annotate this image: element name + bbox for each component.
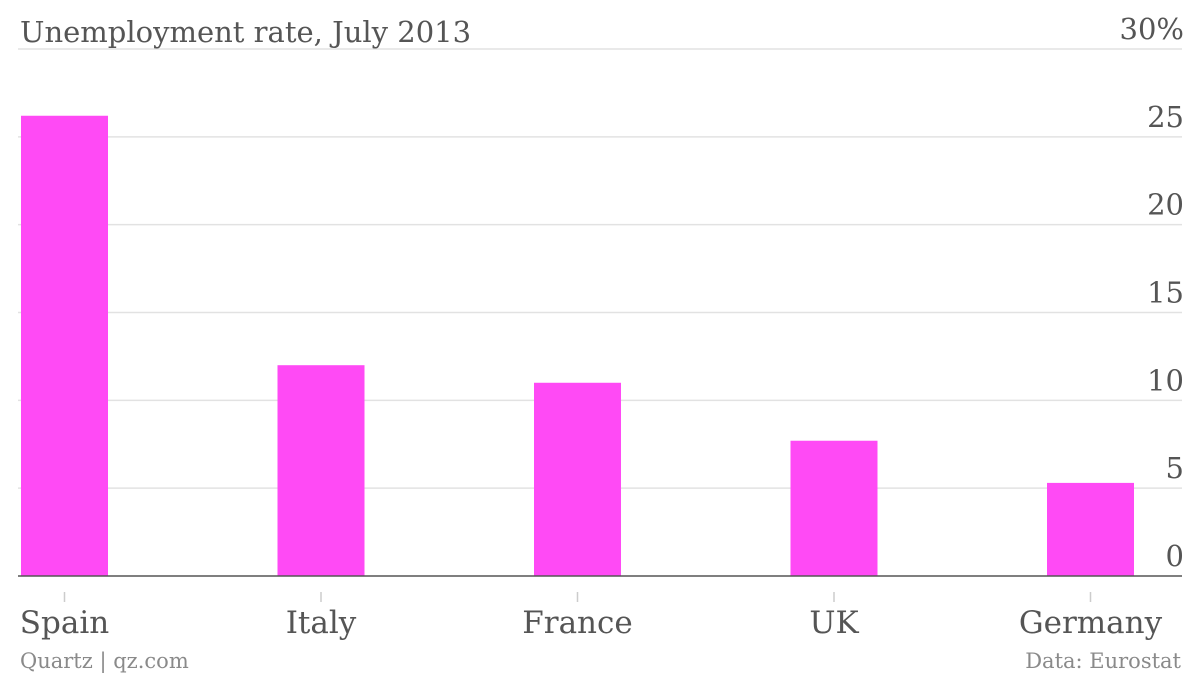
x-axis-tick-marks xyxy=(63,592,1092,602)
y-tick-label-30: 30% xyxy=(1120,12,1184,46)
bar-uk xyxy=(790,440,878,576)
credit-label: Quartz | qz.com xyxy=(20,649,189,674)
y-tick-label-25: 25 xyxy=(1147,100,1184,134)
category-label-france: France xyxy=(522,605,632,641)
gridlines xyxy=(18,48,1182,489)
y-axis-tick-labels: 0 5 10 15 20 25 30% xyxy=(1120,12,1184,573)
y-tick-label-5: 5 xyxy=(1166,451,1184,485)
category-label-italy: Italy xyxy=(286,605,357,641)
chart-title: Unemployment rate, July 2013 xyxy=(20,15,471,49)
bar-spain xyxy=(21,115,108,577)
category-label-uk: UK xyxy=(809,605,859,641)
y-tick-label-0: 0 xyxy=(1166,539,1184,573)
category-label-germany: Germany xyxy=(1019,605,1163,641)
category-label-spain: Spain xyxy=(20,605,109,641)
bar-germany xyxy=(1047,482,1134,576)
source-label: Data: Eurostat xyxy=(1025,649,1181,673)
y-tick-label-10: 10 xyxy=(1147,363,1184,397)
bar-france xyxy=(534,382,621,576)
bar-italy xyxy=(277,365,365,576)
bars xyxy=(21,115,1134,577)
y-tick-label-20: 20 xyxy=(1147,188,1184,222)
y-tick-label-15: 15 xyxy=(1147,276,1184,310)
x-axis-category-labels: Spain Italy France UK Germany xyxy=(20,605,1163,641)
